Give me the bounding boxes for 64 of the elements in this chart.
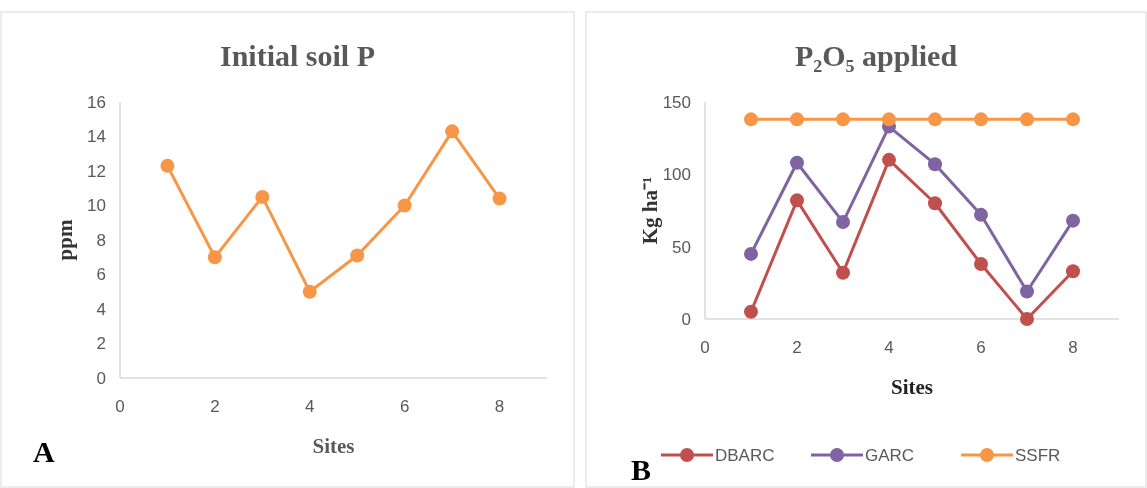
point xyxy=(974,112,988,127)
y-tick-label: 6 xyxy=(96,265,106,285)
point xyxy=(882,152,896,167)
point xyxy=(836,265,850,280)
x-axis-title: Sites xyxy=(312,434,355,458)
text: A xyxy=(33,435,55,468)
point xyxy=(790,155,804,170)
point xyxy=(397,198,412,213)
point xyxy=(790,112,804,127)
point xyxy=(928,112,942,127)
point xyxy=(882,112,896,127)
y-tick-label: 16 xyxy=(87,92,106,112)
x-tick-label: 6 xyxy=(399,397,410,416)
x-tick-label: 6 xyxy=(976,338,986,357)
point xyxy=(1020,284,1034,299)
point xyxy=(1066,213,1080,228)
point xyxy=(744,112,758,127)
x-tick-label: 0 xyxy=(115,397,125,416)
x-tick-label: 4 xyxy=(305,397,315,416)
y-tick-label: 14 xyxy=(87,127,106,147)
y-tick-label: 8 xyxy=(96,230,106,250)
point xyxy=(974,257,988,272)
point xyxy=(1066,112,1080,127)
y-axis-title: Kg ha⁻¹ xyxy=(638,176,662,245)
point xyxy=(836,215,850,230)
x-axis-title: Sites xyxy=(891,375,933,399)
point xyxy=(974,207,988,222)
y-axis-title: ppm xyxy=(53,219,77,261)
x-tick-label: 2 xyxy=(210,397,220,416)
legend-label: GARC xyxy=(865,445,915,465)
point xyxy=(790,193,804,208)
y-tick-label: 4 xyxy=(96,299,106,319)
point xyxy=(744,246,758,261)
y-tick-label: 0 xyxy=(681,309,691,329)
x-tick-label: 2 xyxy=(792,338,802,357)
legend-label: DBARC xyxy=(715,445,775,465)
point xyxy=(160,158,175,173)
point xyxy=(928,196,942,211)
point xyxy=(350,248,365,263)
point xyxy=(302,284,317,299)
point xyxy=(492,191,507,206)
y-tick-label: 150 xyxy=(662,92,691,112)
point xyxy=(744,304,758,319)
point xyxy=(1020,312,1034,326)
point xyxy=(1020,112,1034,127)
x-tick-label: 0 xyxy=(700,338,710,357)
point xyxy=(445,124,460,139)
y-tick-label: 10 xyxy=(87,196,106,216)
point xyxy=(207,250,222,265)
x-tick-label: 8 xyxy=(494,397,505,416)
point xyxy=(255,189,270,204)
y-tick-label: 50 xyxy=(672,237,691,257)
point xyxy=(836,112,850,127)
chart-title: P₂O₅ applied xyxy=(794,39,958,72)
y-tick-label: 0 xyxy=(96,368,106,388)
y-tick-label: 12 xyxy=(87,161,106,181)
point xyxy=(928,157,942,172)
point xyxy=(1066,264,1080,279)
chart-title: Initial soil P xyxy=(219,39,376,72)
x-tick-label: 8 xyxy=(1068,338,1078,357)
x-tick-label: 4 xyxy=(884,338,894,357)
y-tick-label: 100 xyxy=(662,165,691,185)
legend-label: SSFR xyxy=(1015,445,1061,465)
text: B xyxy=(631,453,652,486)
